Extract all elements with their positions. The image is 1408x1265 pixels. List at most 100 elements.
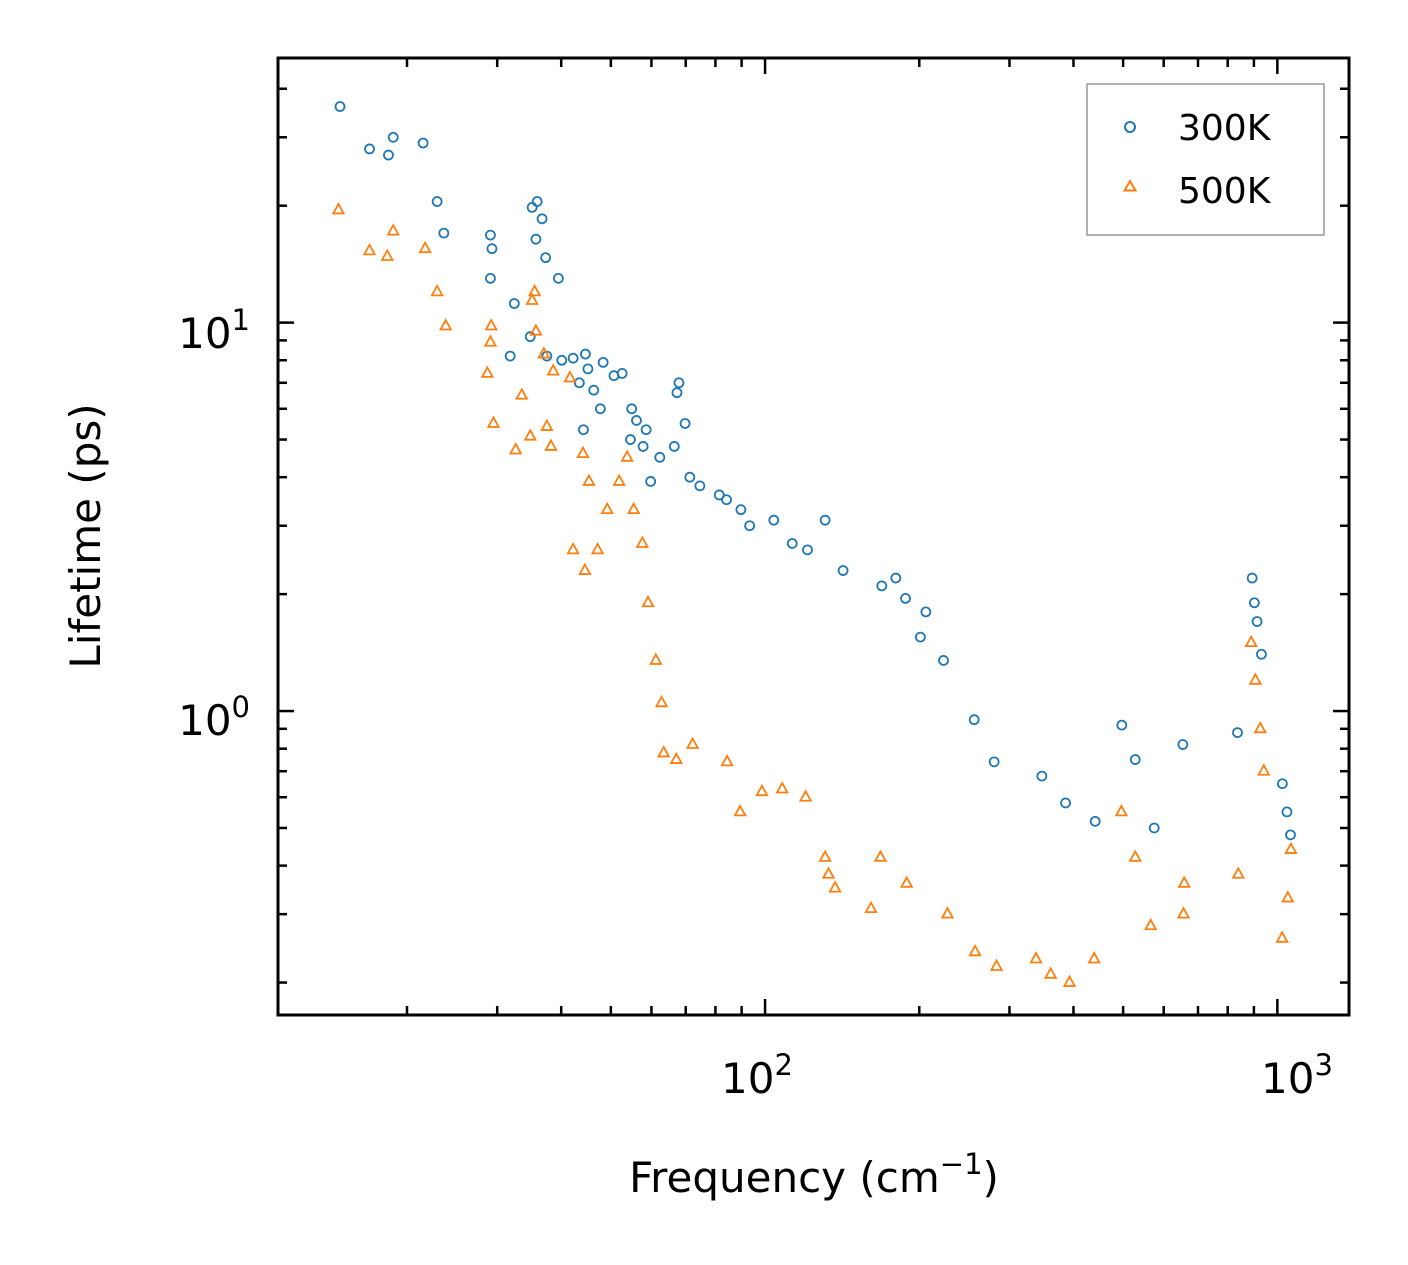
axes (276, 56, 1351, 1017)
point-300k (541, 350, 553, 362)
point-500k (873, 849, 888, 862)
point-500k (484, 318, 498, 331)
point-500k (733, 804, 747, 817)
point-300k (485, 229, 496, 241)
point-300k (588, 384, 600, 396)
series-500k (331, 202, 1298, 987)
point-500k (515, 387, 529, 400)
point-300k (631, 415, 642, 426)
point-300k (580, 348, 591, 360)
point-500k (649, 652, 663, 665)
point-300k (645, 476, 657, 487)
point-300k (1232, 727, 1243, 739)
point-300k (526, 201, 538, 213)
point-500k (818, 849, 832, 862)
point-500k (1248, 672, 1263, 685)
point-300k (673, 377, 685, 389)
x-tick-label-100: 102 (721, 1048, 793, 1103)
point-300k (1285, 829, 1296, 841)
point-300k (567, 352, 579, 364)
point-500k (483, 334, 498, 347)
point-300k (876, 580, 888, 592)
point-500k (899, 875, 914, 888)
point-500k (508, 442, 523, 455)
tick-labels: 102 103 100 101 (178, 303, 1333, 1103)
point-300k (540, 252, 552, 264)
point-500k (669, 751, 684, 764)
point-300k (1251, 616, 1263, 627)
point-500k (940, 906, 955, 919)
legend-frame (1086, 83, 1325, 236)
point-300k (968, 714, 980, 726)
point-500k (685, 736, 700, 749)
point-500k (544, 438, 558, 451)
point-300k (417, 137, 429, 149)
point-300k (684, 471, 696, 483)
point-300k (1248, 597, 1260, 609)
point-500k (1275, 930, 1289, 943)
y-axis-title: Lifetime (ps) (61, 403, 110, 668)
tick-marks (278, 58, 1349, 1015)
point-500k (418, 240, 432, 254)
point-500k (486, 415, 501, 428)
point-300k (387, 131, 399, 143)
point-300k (1116, 719, 1128, 731)
point-500k (1231, 866, 1246, 879)
point-300k (744, 520, 756, 532)
legend-marker-500k (1122, 179, 1138, 192)
point-500k (720, 753, 734, 767)
point-300k (530, 233, 542, 245)
point-300k (578, 424, 589, 436)
point-300k (1089, 815, 1101, 827)
point-300k (1277, 778, 1288, 790)
point-300k (1246, 572, 1258, 584)
point-500k (331, 202, 346, 215)
point-300k (694, 480, 706, 492)
point-500k (968, 943, 982, 957)
point-500k (1087, 951, 1101, 964)
point-500k (438, 318, 453, 331)
legend-marker-300k (1124, 121, 1136, 133)
data-points (331, 101, 1298, 987)
point-300k (890, 572, 902, 584)
point-300k (1256, 648, 1267, 660)
point-500k (620, 449, 634, 462)
point-300k (1148, 822, 1160, 834)
point-500k (582, 473, 596, 486)
point-300k (1281, 806, 1293, 818)
point-300k (900, 592, 911, 604)
point-300k (1177, 739, 1189, 750)
point-300k (914, 631, 926, 643)
point-300k (438, 227, 450, 239)
point-500k (527, 283, 542, 297)
point-300k (594, 403, 606, 415)
point-300k (485, 272, 496, 284)
point-300k (938, 655, 949, 666)
point-500k (600, 501, 614, 515)
point-500k (546, 363, 561, 376)
point-300k (486, 243, 498, 255)
point-500k (612, 473, 626, 486)
point-500k (480, 365, 495, 378)
point-300k (582, 363, 594, 375)
point-300k (1036, 770, 1048, 782)
point-500k (525, 292, 539, 305)
point-300k (1060, 797, 1071, 809)
point-500k (864, 900, 878, 914)
plot-frame (276, 56, 1351, 1017)
point-300k (988, 756, 1000, 768)
point-300k (334, 101, 346, 112)
point-300k (920, 606, 932, 618)
point-500k (1177, 875, 1191, 888)
point-500k (775, 781, 789, 794)
point-300k (768, 514, 780, 526)
point-500k (529, 323, 543, 336)
point-500k (1114, 804, 1129, 817)
x-tick-label-1000: 103 (1261, 1048, 1333, 1103)
point-300k (802, 544, 813, 556)
series-300k (334, 101, 1296, 841)
point-300k (364, 143, 375, 155)
point-300k (597, 356, 609, 368)
point-500k (1281, 890, 1295, 903)
point-500k (989, 958, 1004, 971)
